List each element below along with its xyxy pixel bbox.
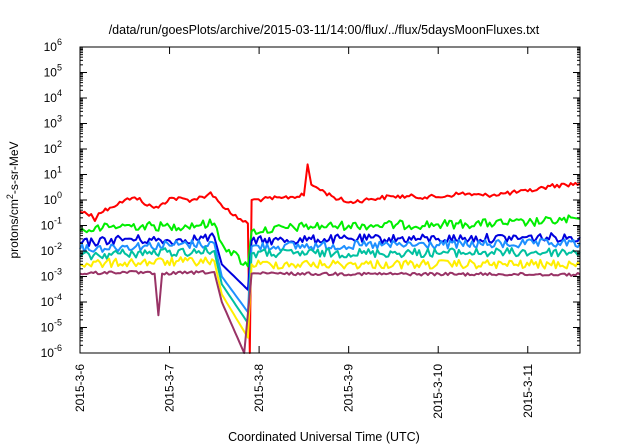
y-tick-label: 10-2	[41, 241, 62, 258]
y-axis-label: protons/cm2-s-sr-MeV	[5, 141, 21, 258]
y-tick-exponent: 6	[57, 37, 62, 47]
x-axis-label: Coordinated Universal Time (UTC)	[228, 430, 420, 444]
y-tick-base: 10	[41, 295, 55, 309]
y-tick-base: 10	[41, 219, 55, 233]
y-tick-exponent: 4	[57, 88, 62, 98]
y-tick-exponent: 3	[57, 114, 62, 124]
series-line	[79, 214, 581, 268]
y-axis-label-sup: 2	[5, 194, 15, 199]
y-tick-label: 103	[44, 114, 62, 131]
y-axis-label-post: -s-sr-MeV	[7, 141, 21, 194]
y-tick-label: 100	[44, 190, 62, 207]
y-tick-base: 10	[44, 193, 58, 207]
y-tick-exponent: -4	[54, 292, 62, 302]
ticks-layer: 10-610-510-410-310-210-11001011021031041…	[41, 37, 580, 419]
series-line	[79, 270, 581, 354]
x-tick-label: 2015-3-10	[431, 364, 445, 419]
y-tick-label: 102	[44, 139, 62, 156]
y-tick-label: 105	[44, 63, 62, 80]
y-tick-label: 101	[44, 165, 62, 182]
y-tick-base: 10	[44, 142, 58, 156]
y-tick-base: 10	[41, 321, 55, 335]
y-tick-exponent: -3	[54, 267, 62, 277]
y-tick-label: 10-5	[41, 318, 62, 335]
plot-frame	[79, 46, 581, 354]
y-tick-base: 10	[41, 244, 55, 258]
y-tick-label: 10-3	[41, 267, 62, 284]
y-tick-label: 10-4	[41, 292, 62, 309]
y-axis-label-pre: protons/cm	[7, 199, 21, 258]
y-tick-exponent: -2	[54, 241, 62, 251]
series-line	[79, 245, 581, 324]
y-tick-base: 10	[44, 117, 58, 131]
y-tick-exponent: -5	[54, 318, 62, 328]
y-tick-exponent: 5	[57, 63, 62, 73]
series-line	[79, 256, 581, 339]
x-tick-label: 2015-3-8	[252, 364, 266, 412]
y-tick-exponent: 1	[57, 165, 62, 175]
x-tick-label: 2015-3-11	[521, 364, 535, 418]
x-tick-label: 2015-3-6	[73, 364, 87, 412]
y-tick-label: 10-6	[41, 343, 62, 360]
y-tick-base: 10	[44, 66, 58, 80]
series-line	[79, 232, 581, 291]
y-tick-exponent: -1	[54, 216, 62, 226]
y-tick-base: 10	[44, 91, 58, 105]
y-tick-base: 10	[41, 346, 55, 360]
y-tick-base: 10	[44, 168, 58, 182]
y-tick-exponent: 2	[57, 139, 62, 149]
y-tick-exponent: 0	[57, 190, 62, 200]
chart-title: /data/run/goesPlots/archive/2015-03-11/1…	[109, 23, 540, 37]
y-tick-exponent: -6	[54, 343, 62, 353]
series-line	[79, 163, 581, 354]
series-layer	[79, 163, 581, 354]
y-tick-base: 10	[44, 40, 58, 54]
x-tick-label: 2015-3-7	[163, 364, 177, 412]
y-tick-base: 10	[41, 270, 55, 284]
y-tick-label: 104	[44, 88, 62, 105]
y-tick-label: 10-1	[41, 216, 62, 233]
x-tick-label: 2015-3-9	[342, 364, 356, 412]
series-line	[79, 238, 581, 314]
y-tick-label: 106	[44, 37, 62, 54]
